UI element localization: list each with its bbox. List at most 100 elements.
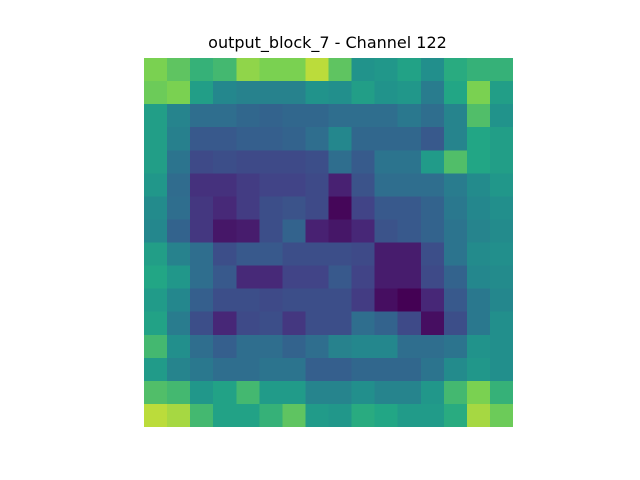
heatmap-cell — [466, 265, 491, 290]
heatmap-cell — [351, 196, 376, 221]
heatmap-cell — [167, 357, 191, 382]
heatmap-cell — [443, 127, 468, 151]
heatmap-cell — [466, 81, 491, 105]
heatmap-cell — [397, 380, 422, 405]
heatmap-cell — [489, 242, 513, 267]
heatmap-cell — [489, 219, 513, 244]
heatmap-cell — [259, 104, 283, 128]
heatmap-cell — [144, 334, 168, 359]
heatmap-cell — [259, 81, 283, 105]
heatmap-cell — [443, 311, 468, 336]
heatmap-cell — [443, 150, 468, 174]
heatmap-cell — [190, 127, 214, 151]
heatmap-cell — [259, 150, 283, 174]
heatmap-cell — [305, 150, 330, 174]
heatmap-cell — [259, 127, 283, 151]
heatmap-cell — [236, 104, 260, 128]
heatmap-cell — [443, 403, 468, 427]
heatmap-cell — [190, 104, 214, 128]
heatmap-cell — [489, 288, 513, 313]
heatmap-cell — [259, 173, 283, 197]
heatmap-cell — [282, 150, 307, 174]
heatmap-cell — [259, 58, 283, 82]
heatmap-cell — [259, 265, 283, 290]
heatmap-cell — [466, 403, 491, 427]
heatmap-cell — [374, 127, 399, 151]
heatmap-cell — [167, 173, 191, 197]
heatmap-cell — [397, 173, 422, 197]
heatmap-cell — [374, 104, 399, 128]
heatmap-cell — [190, 334, 214, 359]
heatmap-cell — [282, 334, 307, 359]
heatmap-cell — [443, 334, 468, 359]
heatmap-cell — [466, 127, 491, 151]
heatmap-cell — [282, 311, 307, 336]
heatmap-cell — [443, 380, 468, 405]
heatmap-cell — [328, 380, 353, 405]
heatmap-cell — [259, 242, 283, 267]
heatmap-cell — [397, 196, 422, 221]
heatmap-cell — [420, 288, 445, 313]
heatmap-cell — [213, 380, 237, 405]
heatmap-cell — [489, 173, 513, 197]
heatmap-cell — [144, 311, 168, 336]
heatmap-cell — [167, 196, 191, 221]
heatmap-cell — [236, 357, 260, 382]
heatmap-cell — [305, 357, 330, 382]
heatmap-cell — [190, 403, 214, 427]
heatmap-cell — [305, 219, 330, 244]
heatmap-cell — [328, 334, 353, 359]
heatmap-cell — [236, 150, 260, 174]
heatmap-cell — [213, 196, 237, 221]
heatmap-cell — [236, 288, 260, 313]
heatmap-cell — [443, 58, 468, 82]
heatmap-cell — [489, 403, 513, 427]
heatmap-cell — [420, 380, 445, 405]
heatmap-cell — [328, 127, 353, 151]
heatmap-cell — [236, 242, 260, 267]
heatmap-cell — [489, 334, 513, 359]
heatmap-cell — [351, 104, 376, 128]
heatmap-cell — [351, 219, 376, 244]
heatmap-cell — [351, 150, 376, 174]
heatmap-cell — [282, 81, 307, 105]
heatmap-cell — [236, 173, 260, 197]
heatmap-cell — [213, 127, 237, 151]
heatmap-cell — [466, 380, 491, 405]
heatmap-cell — [328, 81, 353, 105]
heatmap-cell — [213, 265, 237, 290]
heatmap-cell — [420, 357, 445, 382]
heatmap-cell — [374, 265, 399, 290]
heatmap-cell — [259, 219, 283, 244]
heatmap-cell — [167, 104, 191, 128]
heatmap-cell — [282, 196, 307, 221]
heatmap-cell — [351, 357, 376, 382]
heatmap-cell — [190, 265, 214, 290]
heatmap-cell — [259, 196, 283, 221]
heatmap-cell — [305, 104, 330, 128]
heatmap-cell — [213, 150, 237, 174]
heatmap-cell — [305, 403, 330, 427]
heatmap-cell — [144, 380, 168, 405]
heatmap-cell — [282, 173, 307, 197]
heatmap-cell — [351, 127, 376, 151]
heatmap-cell — [466, 104, 491, 128]
heatmap-cell — [305, 127, 330, 151]
heatmap-cell — [420, 127, 445, 151]
heatmap-cell — [213, 288, 237, 313]
heatmap-cell — [213, 173, 237, 197]
heatmap-cell — [167, 150, 191, 174]
heatmap-cell — [213, 242, 237, 267]
heatmap-cell — [259, 403, 283, 427]
heatmap-cell — [167, 403, 191, 427]
heatmap-cell — [167, 219, 191, 244]
heatmap-cell — [351, 265, 376, 290]
heatmap-cell — [305, 265, 330, 290]
heatmap-cell — [466, 196, 491, 221]
heatmap-cell — [374, 58, 399, 82]
heatmap-cell — [351, 403, 376, 427]
heatmap-cell — [374, 150, 399, 174]
heatmap-cell — [190, 380, 214, 405]
heatmap-cell — [466, 219, 491, 244]
heatmap-cell — [282, 380, 307, 405]
